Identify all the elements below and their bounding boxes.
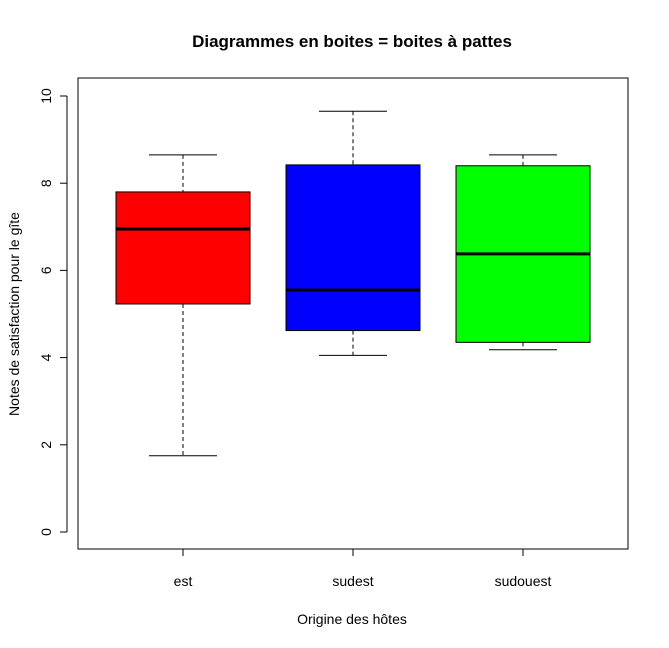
x-tick-label: sudouest bbox=[495, 573, 552, 589]
x-axis-title: Origine des hôtes bbox=[297, 611, 407, 627]
box-group-est bbox=[115, 154, 251, 457]
boxes-layer bbox=[115, 110, 591, 457]
y-tick-label: 6 bbox=[38, 266, 54, 274]
y-tick-label: 8 bbox=[38, 179, 54, 187]
y-tick-label: 0 bbox=[38, 528, 54, 536]
box-sudest bbox=[285, 164, 421, 332]
x-tick-label: sudest bbox=[332, 573, 373, 589]
y-tick-label: 2 bbox=[38, 441, 54, 449]
box-group-sudouest bbox=[455, 154, 591, 351]
y-axis-title: Notes de satisfaction pour le gîte bbox=[6, 212, 22, 416]
y-tick-label: 10 bbox=[38, 88, 54, 104]
chart-title: Diagrammes en boites = boites à pattes bbox=[192, 32, 512, 51]
y-tick-label: 4 bbox=[38, 353, 54, 361]
box-est bbox=[115, 191, 251, 305]
x-tick-label: est bbox=[174, 573, 193, 589]
y-axis: 0 2 4 6 8 10 bbox=[38, 88, 68, 536]
x-axis: est sudest sudouest bbox=[174, 548, 552, 589]
box-group-sudest bbox=[285, 110, 421, 356]
